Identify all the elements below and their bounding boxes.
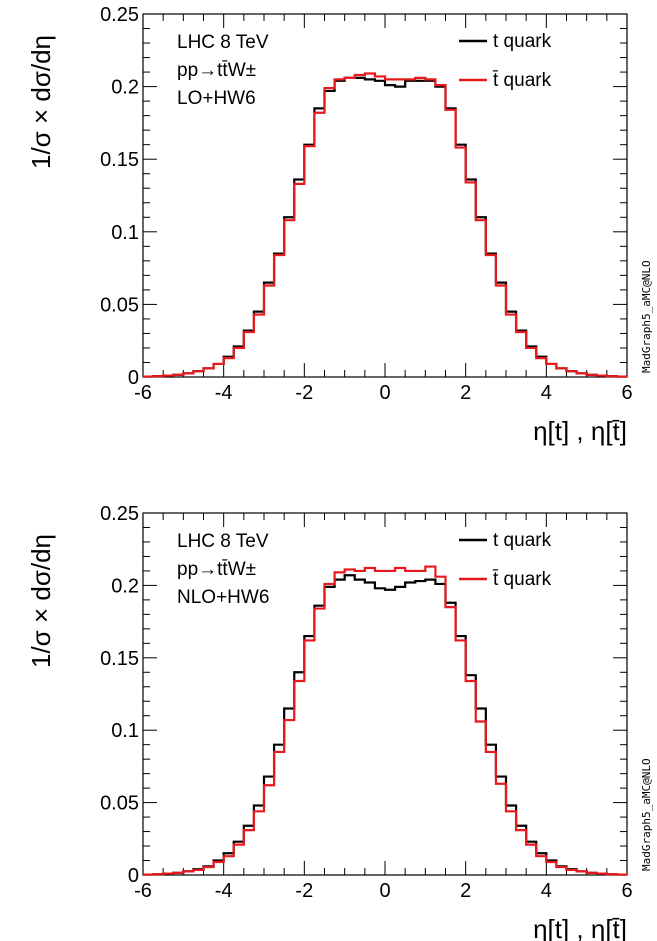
y-tick-label: 0 (128, 367, 139, 389)
x-tick-label: -4 (215, 880, 233, 902)
x-tick-label: 6 (621, 880, 632, 902)
y-tick-label: 0.2 (111, 575, 139, 597)
annotation-text: LHC 8 TeV (177, 531, 269, 552)
y-tick-label: 0.05 (100, 294, 139, 316)
y-axis-label: 1/σ × dσ/dη (26, 35, 56, 169)
x-axis-label: η[t] , η[t̄] (533, 416, 627, 446)
y-tick-label: 0.25 (100, 503, 139, 525)
series-line-tbar-quark (143, 565, 627, 876)
generator-side-label: MadGraph5_aMC@NLO (640, 758, 653, 871)
x-tick-label: -2 (295, 382, 313, 404)
x-tick-label: -6 (134, 880, 152, 902)
y-tick-label: 0.1 (111, 222, 139, 244)
y-tick-label: 0.1 (111, 720, 139, 742)
annotation-text: LO+HW6 (177, 88, 256, 109)
y-tick-label: 0.05 (100, 793, 139, 815)
x-tick-label: -4 (215, 382, 233, 404)
annotation-text: pp→tt̄W± (177, 559, 256, 580)
x-tick-label: 4 (541, 880, 552, 902)
x-tick-label: 6 (621, 382, 632, 404)
y-tick-label: 0.25 (100, 4, 139, 26)
y-tick-label: 0.15 (100, 149, 139, 171)
generator-side-label: MadGraph5_aMC@NLO (640, 260, 653, 373)
y-tick-label: 0 (128, 865, 139, 887)
series-line-t-quark (143, 76, 627, 378)
x-tick-label: -6 (134, 382, 152, 404)
x-tick-label: 2 (460, 382, 471, 404)
x-axis-label: η[t] , η[t̄] (533, 914, 627, 941)
annotation-text: LHC 8 TeV (177, 32, 269, 53)
x-tick-label: 0 (379, 382, 390, 404)
annotation-text: pp→tt̄W± (177, 60, 256, 81)
y-tick-label: 0.2 (111, 77, 139, 99)
series-line-t-quark (143, 574, 627, 876)
x-tick-label: 4 (541, 382, 552, 404)
legend-label: t̄ quark (492, 70, 551, 91)
legend-label: t quark (493, 530, 552, 551)
y-tick-label: 0.15 (100, 648, 139, 670)
x-tick-label: 0 (379, 880, 390, 902)
bottom-panel: 0 0.05 0.1 0.15 0.2 0.25 -6 -4 -2 0 2 4 6 LHC 8 TeV pp… (26, 503, 653, 941)
legend-label: t̄ quark (492, 569, 551, 590)
y-axis-label: 1/σ × dσ/dη (26, 534, 56, 668)
x-tick-label: -2 (295, 880, 313, 902)
series-line-tbar-quark (143, 72, 627, 378)
annotation-text: NLO+HW6 (177, 587, 269, 608)
top-panel: 0 0.05 0.1 0.15 0.2 0.25 -6 -4 -2 0 2 4 6 LHC 8 TeV pp… (26, 4, 653, 446)
x-tick-label: 2 (460, 880, 471, 902)
legend-label: t quark (493, 31, 552, 52)
